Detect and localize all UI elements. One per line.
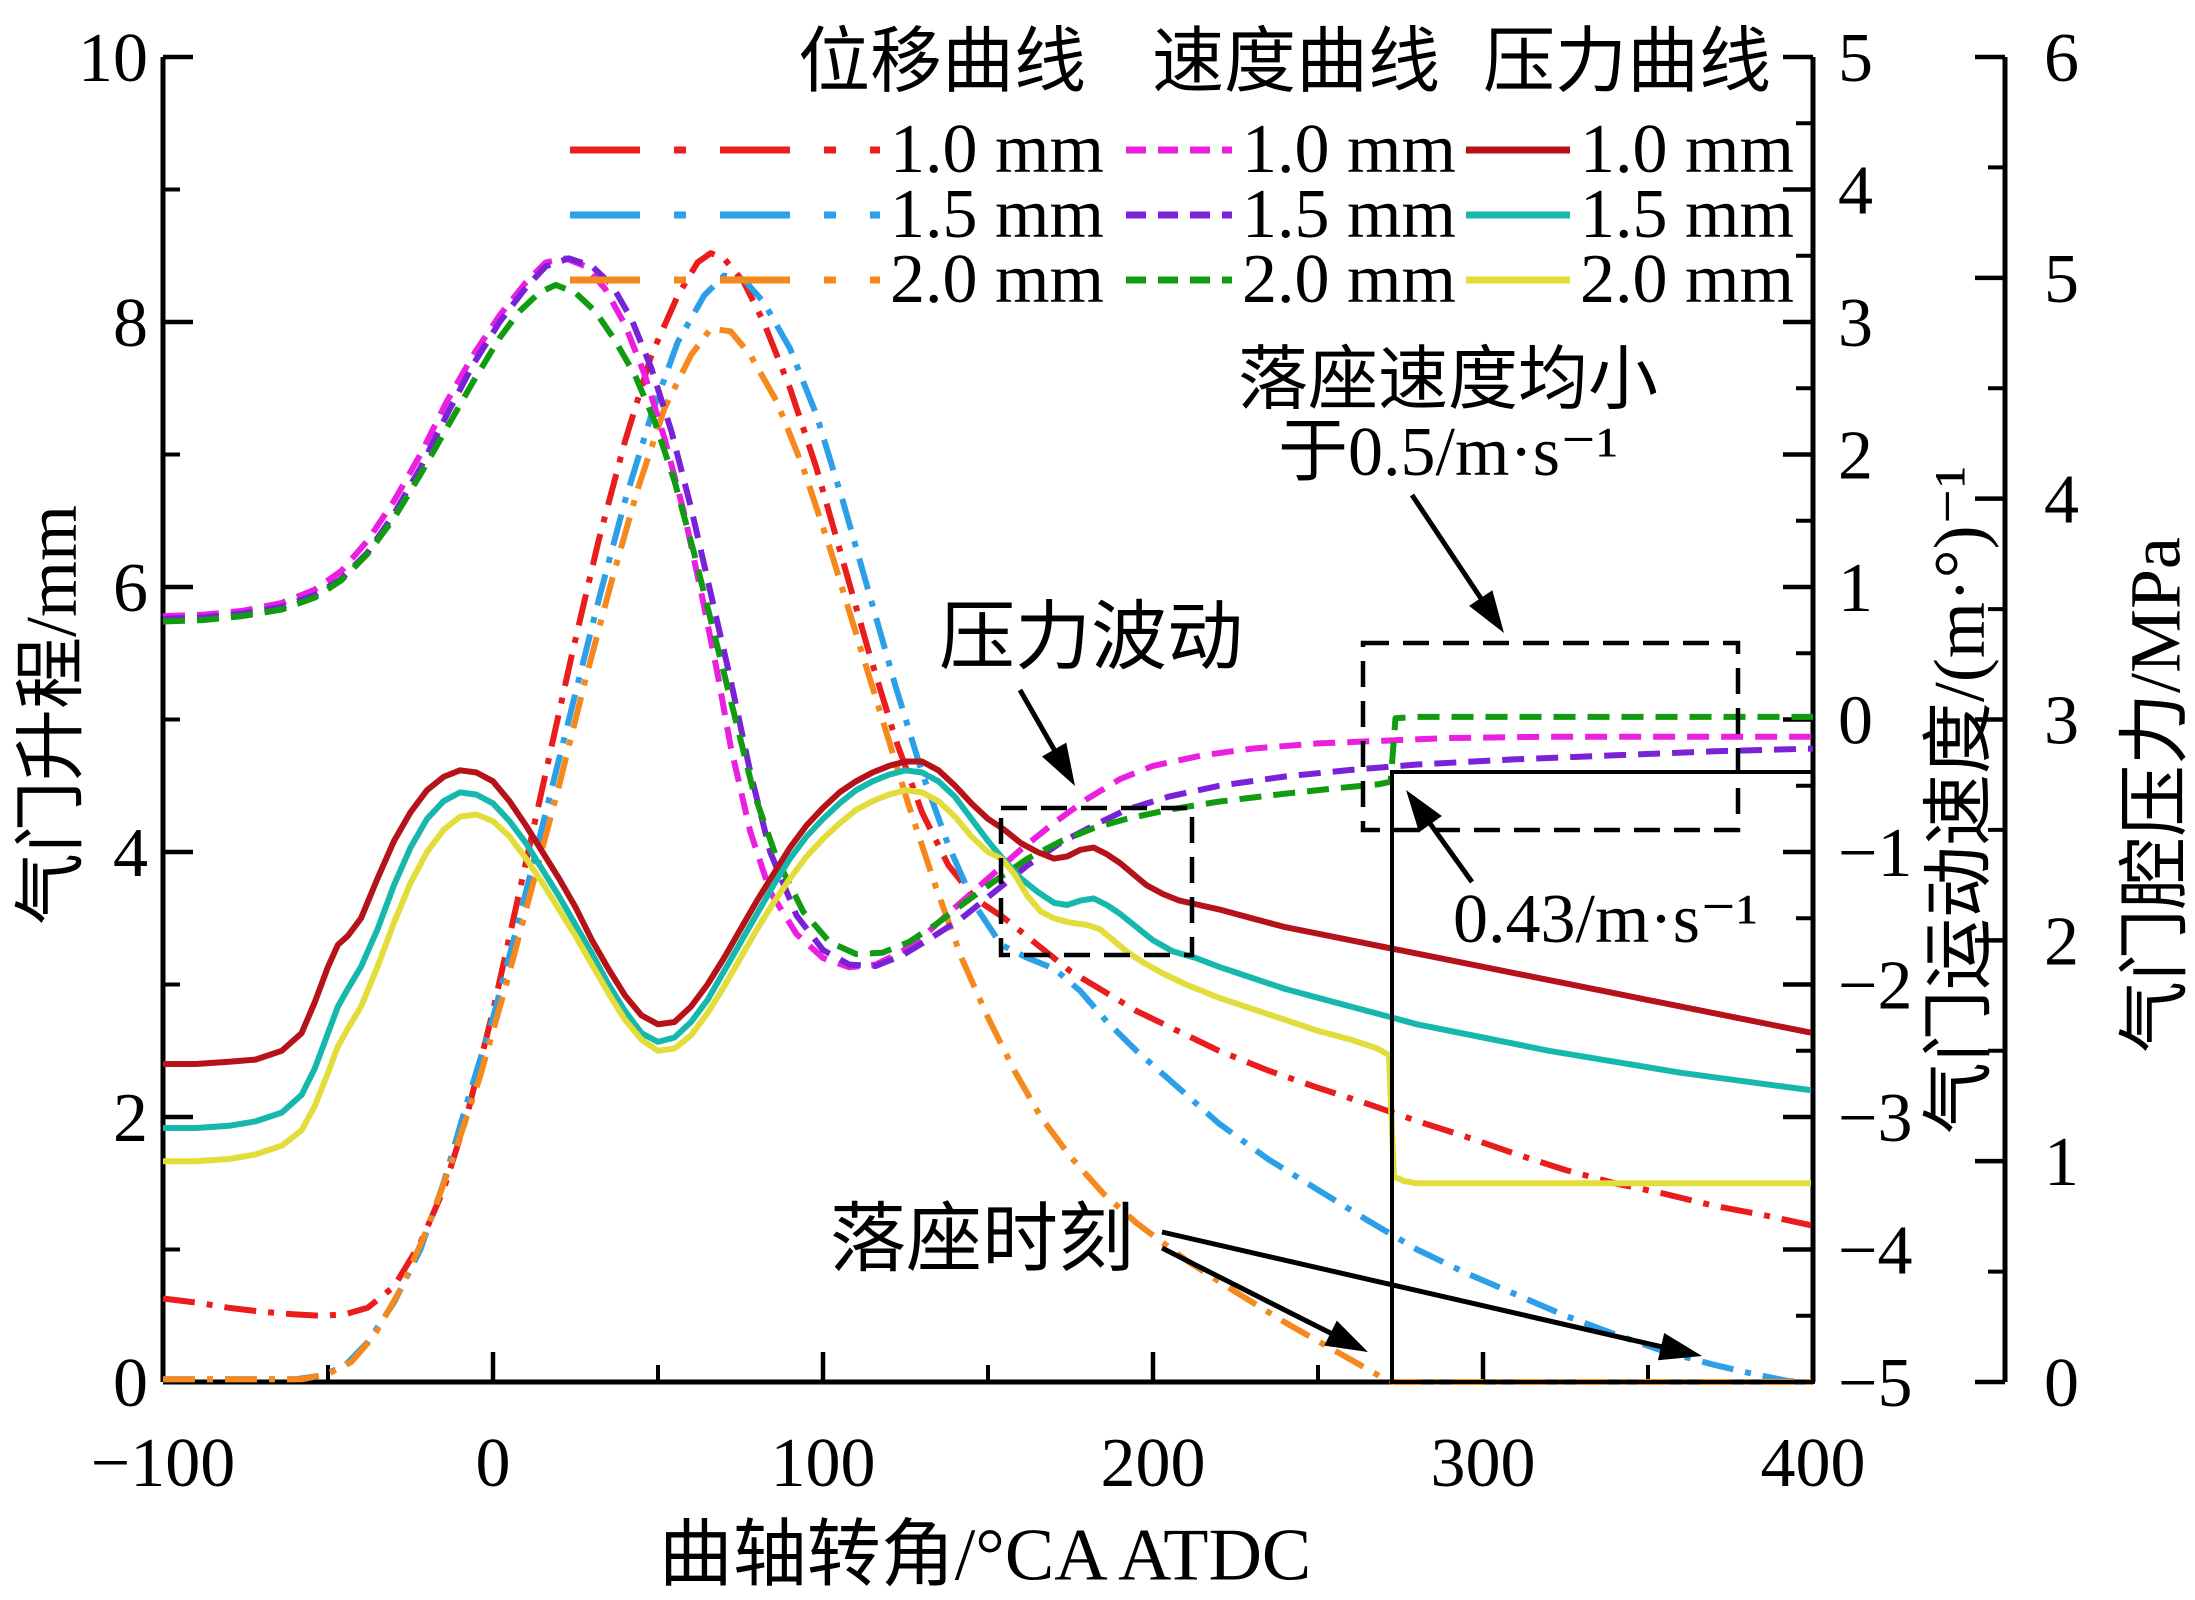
pressure-axis-tick-label: 2 xyxy=(2044,903,2079,980)
y-axis-title-lift: 气门升程/mm xyxy=(11,504,92,926)
x-axis-tick-label: 300 xyxy=(1431,1425,1536,1502)
curve-displacement-2.0mm xyxy=(163,325,1813,1385)
lift-axis-tick-label: 10 xyxy=(78,20,148,97)
velocity-axis-tick-label: −5 xyxy=(1838,1345,1912,1422)
velocity-axis-tick-label: −1 xyxy=(1838,815,1912,892)
annotation-pressure-fluctuation: 压力波动 xyxy=(939,596,1243,680)
legend-group-title-velocity: 速度曲线 xyxy=(1152,22,1441,102)
velocity-axis-tick-label: 3 xyxy=(1838,285,1873,362)
legend-label: 1.5 mm xyxy=(1580,176,1794,253)
velocity-axis-tick-label: −2 xyxy=(1838,948,1912,1025)
annotation-seat-moment: 落座时刻 xyxy=(830,1198,1134,1282)
velocity-axis-tick-label: 2 xyxy=(1838,418,1873,495)
y-axis-title-velocity: 气门运动速度/(m·°)⁻¹ xyxy=(1919,465,2000,1135)
x-axis-tick-label: 0 xyxy=(476,1425,511,1502)
legend-item-压力曲线-1.0mm: 1.0 mm xyxy=(1466,115,1794,185)
velocity-axis-tick-label: 0 xyxy=(1838,683,1873,760)
lift-axis-tick-label: 8 xyxy=(113,285,148,362)
curve-displacement-1.5mm xyxy=(163,272,1813,1385)
legend-item-位移曲线-1.0mm: 1.0 mm xyxy=(570,115,1104,185)
pressure-axis-tick-label: 3 xyxy=(2044,683,2079,760)
arrow-seat-moment-1 xyxy=(1160,1245,1351,1345)
arrow-seat-velocity-note-head xyxy=(1469,590,1504,633)
pressure-axis-tick-label: 6 xyxy=(2044,20,2079,97)
velocity-axis-tick-label: 4 xyxy=(1838,153,1873,230)
legend-label: 1.0 mm xyxy=(1580,111,1794,188)
legend-item-位移曲线-1.5mm: 1.5 mm xyxy=(570,180,1104,250)
legend-label: 1.0 mm xyxy=(1242,111,1456,188)
x-axis-tick-label: 400 xyxy=(1761,1425,1866,1502)
legend-line-sample xyxy=(1126,211,1232,219)
legend-label: 1.0 mm xyxy=(890,111,1104,188)
annotation-seat-velocity-note: 落座速度均小 于0.5/m·s⁻¹ xyxy=(1238,345,1658,489)
arrow-seat-moment-2 xyxy=(1161,1229,1683,1354)
legend-label: 2.0 mm xyxy=(1242,241,1456,318)
curve-pressure-2.0mm xyxy=(163,787,1813,1187)
lift-axis-tick-label: 2 xyxy=(113,1080,148,1157)
curve-velocity-1.0mm xyxy=(162,255,1813,971)
arrow-seat-moment-1-head xyxy=(1324,1320,1368,1352)
curve-velocity-2.0mm xyxy=(162,281,1813,957)
x-axis-tick-label: 100 xyxy=(771,1425,876,1502)
legend-item-速度曲线-1.0mm: 1.0 mm xyxy=(1126,115,1456,185)
legend-label: 1.5 mm xyxy=(1242,176,1456,253)
annotation-seat-velocity-note-line2: 于0.5/m·s⁻¹ xyxy=(1278,414,1618,491)
legend-line-sample xyxy=(570,276,880,284)
arrow-seat-moment-2-head xyxy=(1657,1332,1702,1361)
pressure-axis-tick-label: 5 xyxy=(2044,241,2079,318)
legend-item-速度曲线-1.5mm: 1.5 mm xyxy=(1126,180,1456,250)
legend-line-sample xyxy=(570,211,880,219)
velocity-axis-tick-label: 5 xyxy=(1838,20,1873,97)
pressure-fluctuation-box xyxy=(998,805,1195,958)
arrow-seat-velocity-value-head xyxy=(1406,790,1442,833)
y-axis-title-pressure: 气门腔压力/MPa xyxy=(2115,536,2195,1054)
pressure-axis-tick-label: 1 xyxy=(2044,1124,2079,1201)
curve-velocity-1.5mm xyxy=(162,255,1814,969)
annotation-seat-velocity-note-line1: 落座速度均小 xyxy=(1238,342,1658,419)
legend-line-sample xyxy=(1466,211,1570,219)
arrow-seat-velocity-note xyxy=(1409,493,1495,617)
seating-velocity-threshold-box xyxy=(1390,770,1815,1384)
velocity-axis-tick-label: 1 xyxy=(1838,550,1873,627)
legend-label: 2.0 mm xyxy=(890,241,1104,318)
legend-item-压力曲线-2.0mm: 2.0 mm xyxy=(1466,245,1794,315)
lift-axis-tick-label: 0 xyxy=(113,1345,148,1422)
legend-item-压力曲线-1.5mm: 1.5 mm xyxy=(1466,180,1794,250)
pressure-axis-tick-label: 4 xyxy=(2044,462,2079,539)
legend-line-sample xyxy=(1466,276,1570,284)
x-axis-tick-label: −100 xyxy=(91,1425,235,1502)
legend-line-sample xyxy=(1126,276,1232,284)
legend-group-title-pressure: 压力曲线 xyxy=(1483,22,1772,102)
lift-axis-tick-label: 6 xyxy=(113,550,148,627)
x-axis-title: 曲轴转角/°CA ATDC xyxy=(658,1514,1312,1597)
curve-pressure-1.5mm xyxy=(163,767,1814,1131)
arrow-pressure-fluctuation-head xyxy=(1041,742,1075,786)
curve-pressure-1.0mm xyxy=(163,758,1814,1067)
legend-line-sample xyxy=(1126,146,1232,154)
legend-group-title-displacement: 位移曲线 xyxy=(798,22,1087,102)
legend-label: 2.0 mm xyxy=(1580,241,1794,318)
velocity-axis-tick-label: −4 xyxy=(1838,1213,1912,1290)
annotation-seat-velocity-value: 0.43/m·s⁻¹ xyxy=(1453,881,1758,958)
pressure-axis-tick-label: 0 xyxy=(2044,1345,2079,1422)
legend-line-sample xyxy=(570,146,880,154)
lift-axis-tick-label: 4 xyxy=(113,815,148,892)
legend-item-位移曲线-2.0mm: 2.0 mm xyxy=(570,245,1104,315)
x-axis-tick-label: 200 xyxy=(1101,1425,1206,1502)
legend-label: 1.5 mm xyxy=(890,176,1104,253)
velocity-axis-tick-label: −3 xyxy=(1838,1080,1912,1157)
legend-item-速度曲线-2.0mm: 2.0 mm xyxy=(1126,245,1456,315)
legend-line-sample xyxy=(1466,146,1570,154)
